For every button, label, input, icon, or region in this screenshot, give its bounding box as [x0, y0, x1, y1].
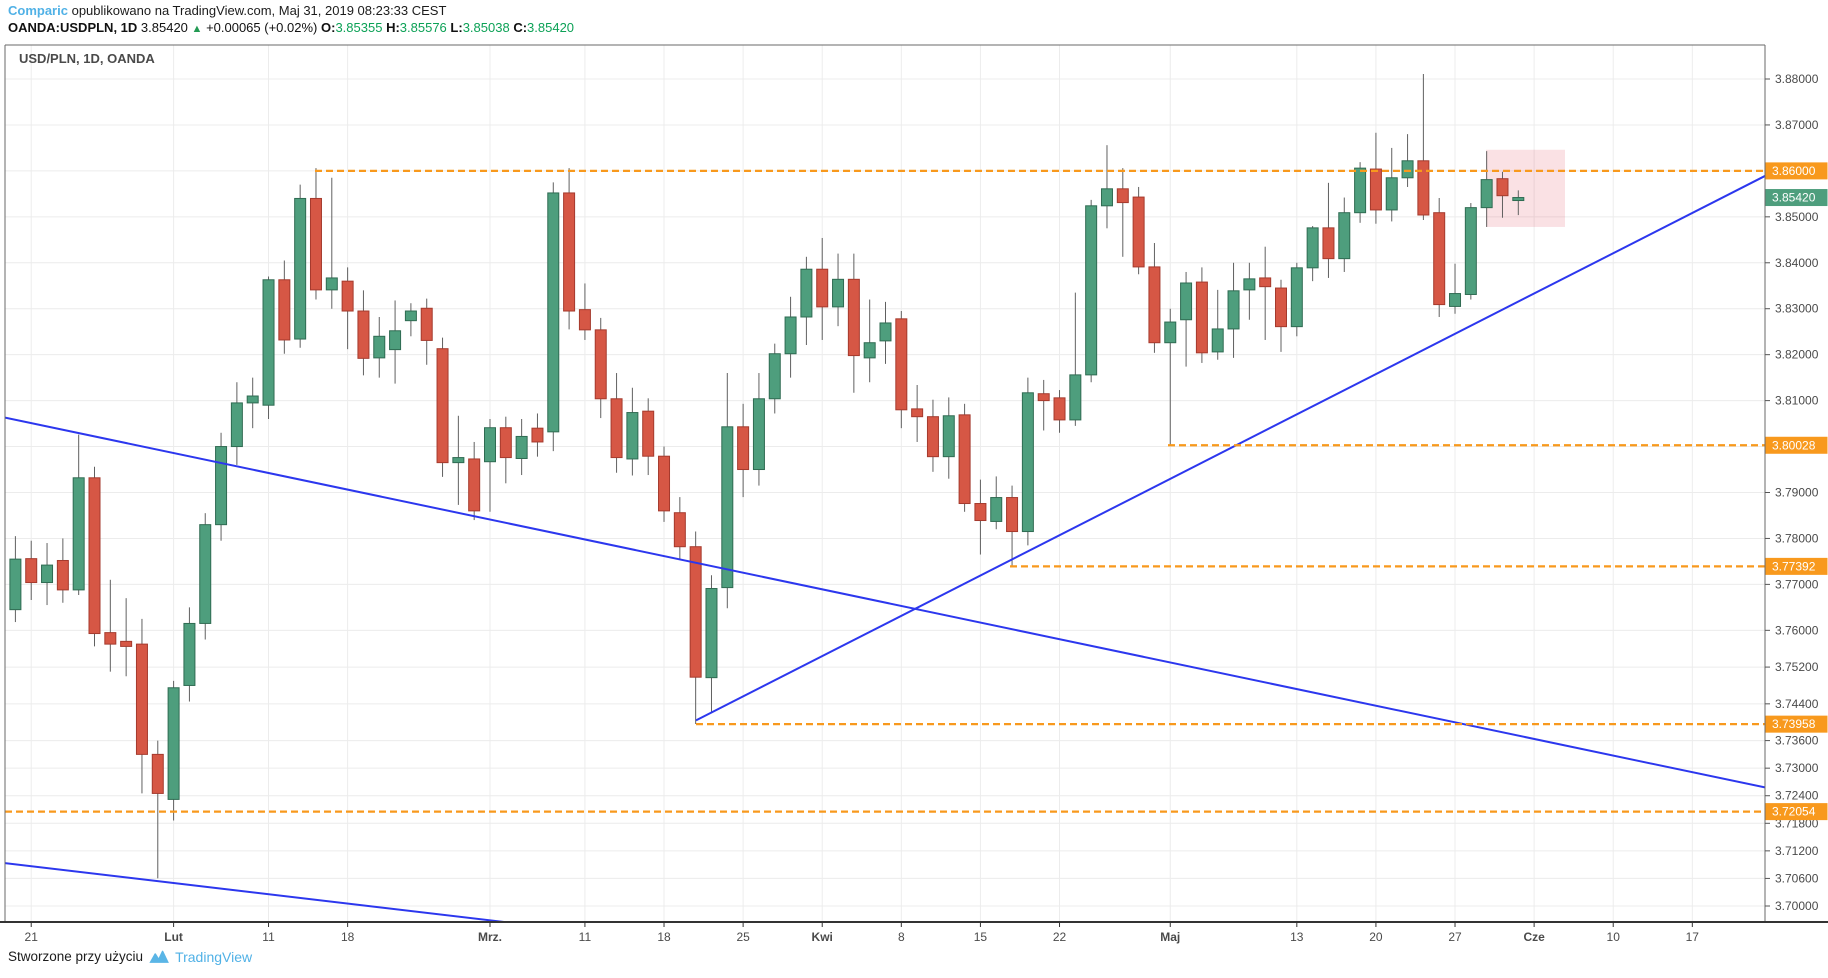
plot-frame: [0, 44, 1828, 923]
close-label: C:: [513, 20, 528, 35]
publish-info: opublikowano na TradingView.com, Maj 31,…: [71, 3, 447, 18]
publisher-link[interactable]: Comparic: [8, 3, 68, 18]
candles: [9, 73, 1525, 879]
svg-text:3.74400: 3.74400: [1775, 697, 1819, 711]
time-axis[interactable]: 21 Lut 11 18 Mrz. 11 18 25 Kwi 8 15 22 Maj 13 20 27 Cze 1…: [25, 922, 1700, 944]
svg-text:3.72400: 3.72400: [1775, 789, 1819, 803]
svg-text:3.75200: 3.75200: [1775, 660, 1819, 674]
svg-text:11: 11: [579, 930, 592, 944]
symbol-label[interactable]: OANDA:USDPLN, 1D: [8, 20, 138, 35]
high-value: 3.85576: [399, 20, 447, 35]
up-arrow-icon: ▲: [191, 23, 203, 35]
svg-text:15: 15: [974, 930, 988, 944]
svg-text:8: 8: [898, 930, 905, 944]
svg-text:3.78000: 3.78000: [1775, 531, 1819, 545]
svg-text:3.76000: 3.76000: [1775, 623, 1819, 637]
low-value: 3.85038: [462, 20, 510, 35]
close-value: 3.85420: [527, 20, 575, 35]
svg-text:21: 21: [25, 930, 39, 944]
svg-text:3.80028: 3.80028: [1772, 438, 1816, 452]
svg-text:3.71200: 3.71200: [1775, 844, 1819, 858]
chart-legend-title[interactable]: USD/PLN, 1D, OANDA: [19, 51, 155, 66]
attribution-text: Stworzone przy użyciu: [8, 949, 144, 964]
open-value: 3.85355: [335, 20, 383, 35]
svg-text:10: 10: [1607, 930, 1621, 944]
svg-text:17: 17: [1686, 930, 1700, 944]
last-price: 3.85420: [140, 20, 188, 35]
svg-text:11: 11: [262, 930, 275, 944]
svg-text:3.86000: 3.86000: [1772, 164, 1816, 178]
attribution-footer: Stworzone przy użyciu TradingView: [8, 948, 252, 965]
trendlines[interactable]: [2, 175, 1765, 922]
svg-text:Lut: Lut: [164, 930, 183, 944]
svg-text:3.88000: 3.88000: [1775, 72, 1819, 86]
svg-text:Kwi: Kwi: [812, 930, 833, 944]
svg-text:3.81000: 3.81000: [1775, 394, 1819, 408]
svg-text:20: 20: [1369, 930, 1383, 944]
symbol-line: OANDA:USDPLN, 1D 3.85420 ▲ +0.00065 (+0.…: [8, 20, 574, 35]
tradingview-brand-link[interactable]: TradingView: [175, 948, 253, 965]
svg-text:3.70000: 3.70000: [1775, 899, 1819, 913]
svg-text:3.72054: 3.72054: [1772, 805, 1816, 819]
publish-line: Comparic opublikowano na TradingView.com…: [8, 3, 446, 18]
svg-text:3.84000: 3.84000: [1775, 256, 1819, 270]
svg-text:3.73958: 3.73958: [1772, 717, 1816, 731]
price-change: +0.00065 (+0.02%): [206, 20, 318, 35]
open-label: O:: [321, 20, 336, 35]
svg-text:3.73600: 3.73600: [1775, 734, 1819, 748]
svg-text:Maj: Maj: [1160, 930, 1180, 944]
svg-text:3.85000: 3.85000: [1775, 210, 1819, 224]
svg-text:22: 22: [1053, 930, 1067, 944]
horizontal-levels[interactable]: [5, 169, 1765, 813]
svg-text:3.73000: 3.73000: [1775, 761, 1819, 775]
svg-text:3.70600: 3.70600: [1775, 871, 1819, 885]
price-axis[interactable]: 3.88000 3.87000 3.85000 3.84000 3.83000 3.820…: [1765, 72, 1828, 913]
svg-text:3.85420: 3.85420: [1772, 191, 1816, 205]
svg-text:18: 18: [341, 930, 355, 944]
svg-text:3.77000: 3.77000: [1775, 577, 1819, 591]
svg-text:3.87000: 3.87000: [1775, 118, 1819, 132]
svg-text:3.83000: 3.83000: [1775, 302, 1819, 316]
svg-text:3.82000: 3.82000: [1775, 348, 1819, 362]
svg-text:25: 25: [736, 930, 750, 944]
tradingview-logo-icon: [149, 950, 169, 963]
current-price-label: 3.85420: [1765, 189, 1828, 207]
svg-text:18: 18: [657, 930, 671, 944]
svg-text:Mrz.: Mrz.: [478, 930, 502, 944]
svg-text:13: 13: [1290, 930, 1304, 944]
low-label: L:: [450, 20, 463, 35]
svg-text:Cze: Cze: [1523, 930, 1545, 944]
svg-text:27: 27: [1448, 930, 1462, 944]
svg-text:3.79000: 3.79000: [1775, 485, 1819, 499]
high-label: H:: [386, 20, 400, 35]
svg-text:3.77392: 3.77392: [1772, 559, 1816, 573]
